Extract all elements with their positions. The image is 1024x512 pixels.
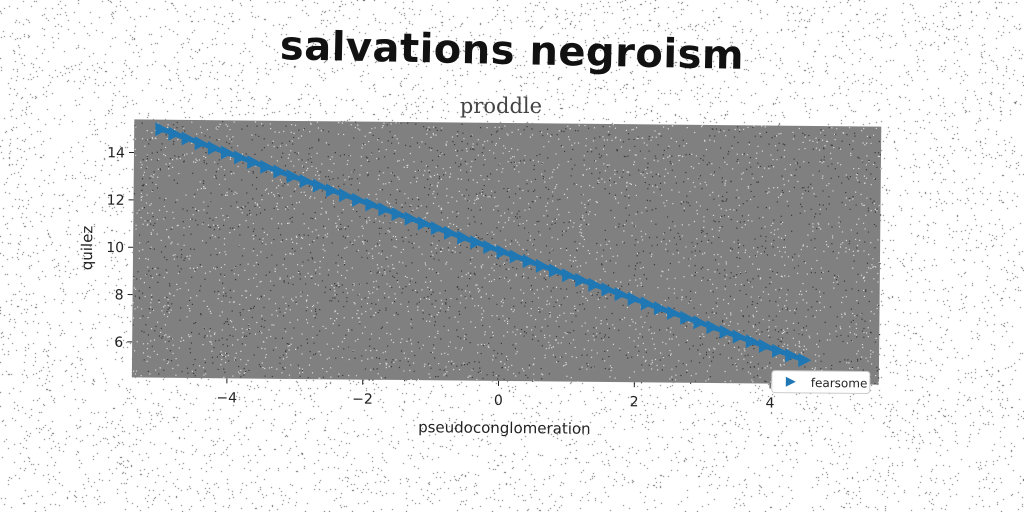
y-tick-label: 14	[107, 145, 125, 161]
y-axis-label: quilez	[78, 226, 96, 271]
data-point-marker	[430, 221, 444, 236]
data-point-marker	[758, 338, 772, 353]
data-point-marker	[548, 263, 563, 278]
data-point-marker	[457, 230, 471, 245]
data-point-marker	[378, 202, 392, 217]
data-point-marker	[575, 272, 589, 287]
y-tick-label: 12	[107, 193, 125, 209]
x-axis-label: pseudoconglomeration	[418, 418, 591, 438]
data-point-marker	[601, 282, 615, 297]
data-point-marker	[260, 159, 274, 174]
data-point-marker	[562, 268, 576, 283]
data-point-marker	[745, 334, 759, 349]
data-point-marker	[417, 216, 431, 231]
data-point-marker	[732, 329, 746, 344]
data-point-marker	[443, 225, 458, 240]
data-point-marker	[404, 211, 418, 226]
y-tick-label: 6	[114, 335, 123, 351]
data-point-marker	[653, 301, 667, 316]
x-axis: −4 −2 0 2 4	[216, 378, 775, 412]
data-point-marker	[535, 258, 549, 273]
legend-box	[771, 370, 871, 394]
data-point-marker	[522, 254, 536, 269]
x-tick-label: 0	[494, 393, 503, 409]
data-point-marker	[614, 287, 628, 302]
data-point-marker	[785, 348, 799, 363]
data-point-marker	[247, 155, 261, 170]
data-point-marker	[194, 136, 208, 151]
y-tick-label: 8	[115, 287, 124, 303]
x-tick-label: 2	[630, 394, 639, 410]
data-point-marker	[207, 140, 221, 155]
data-point-marker	[627, 291, 641, 306]
data-point-marker	[220, 145, 234, 160]
x-tick-label: 4	[765, 395, 774, 411]
data-point-marker	[325, 183, 339, 198]
data-point-marker	[680, 310, 694, 325]
chart-subtitle: proddle	[459, 94, 543, 118]
data-point-marker	[181, 131, 195, 146]
data-point-marker	[286, 169, 300, 184]
data-point-marker	[339, 188, 353, 203]
data-point-marker	[693, 315, 707, 330]
data-point-marker	[299, 173, 313, 188]
data-point-marker	[509, 249, 523, 264]
legend: fearsome	[771, 370, 871, 394]
data-point-marker	[365, 197, 379, 212]
data-point-marker	[273, 164, 287, 179]
data-point-marker	[234, 150, 248, 165]
data-point-marker	[772, 343, 786, 358]
legend-label: fearsome	[811, 376, 868, 391]
data-point-marker	[391, 206, 405, 221]
data-point-marker	[155, 122, 169, 137]
data-point-marker	[168, 126, 182, 141]
data-point-marker	[798, 353, 812, 368]
legend-marker	[785, 376, 796, 387]
data-point-marker	[483, 239, 497, 254]
data-point-marker	[640, 296, 654, 311]
data-point-marker	[312, 178, 326, 193]
data-point-marker	[588, 277, 602, 292]
data-point-marker	[667, 305, 681, 320]
data-point-marker	[352, 192, 366, 207]
data-point-marker	[719, 324, 733, 339]
x-tick-label: −2	[352, 392, 373, 408]
x-tick-label: −4	[216, 390, 237, 406]
data-point-marker	[496, 244, 510, 259]
y-axis: 6 8 10 12 14	[106, 145, 134, 351]
series-layer	[155, 122, 812, 368]
data-point-marker	[470, 235, 484, 250]
data-point-marker	[706, 320, 720, 335]
y-tick-label: 10	[106, 240, 124, 256]
